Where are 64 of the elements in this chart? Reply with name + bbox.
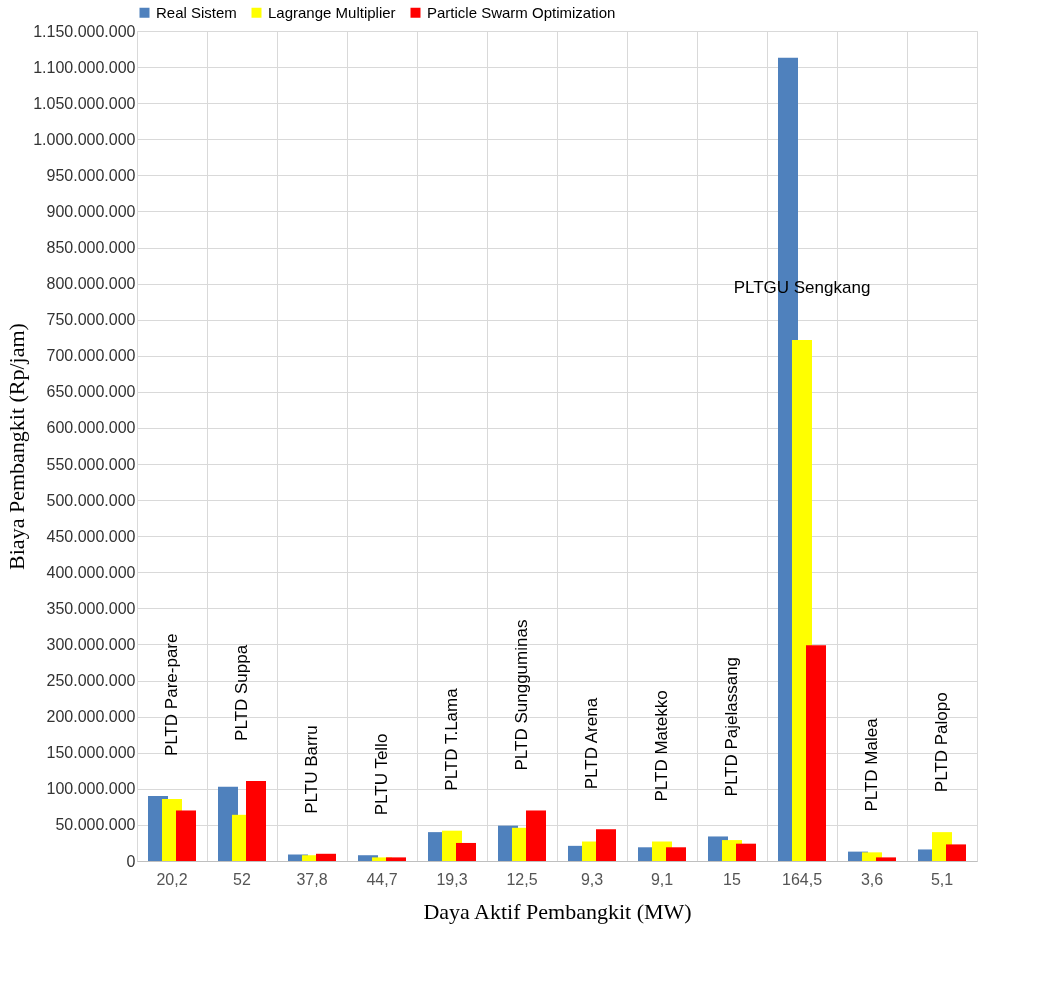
annotation: PLTD Matekko bbox=[652, 690, 671, 802]
annotation: PLTD Sungguminas bbox=[512, 619, 531, 771]
x-tick-label: 20,2 bbox=[156, 870, 188, 888]
x-tick-label: 9,3 bbox=[580, 870, 604, 888]
y-tick-label: 450.000.000 bbox=[46, 527, 136, 545]
y-tick-label: 400.000.000 bbox=[46, 563, 136, 581]
y-tick-label: 700.000.000 bbox=[46, 347, 136, 365]
bar bbox=[946, 844, 966, 861]
annotation: PLTD Malea bbox=[862, 717, 881, 812]
y-tick-label: 300.000.000 bbox=[46, 635, 136, 653]
y-tick-label: 600.000.000 bbox=[46, 419, 136, 437]
bar bbox=[596, 829, 616, 861]
y-tick-label: 50.000.000 bbox=[55, 816, 136, 834]
y-tick-label: 500.000.000 bbox=[46, 491, 136, 509]
bar bbox=[526, 810, 546, 861]
y-tick-label: 850.000.000 bbox=[46, 239, 136, 257]
annotation: PLTU Barru bbox=[302, 725, 321, 814]
y-tick-label: 950.000.000 bbox=[46, 166, 136, 184]
legend-label: Lagrange Multiplier bbox=[268, 3, 396, 21]
x-tick-label: 5,1 bbox=[930, 870, 954, 888]
bar bbox=[876, 857, 896, 861]
y-tick-label: 100.000.000 bbox=[46, 780, 136, 798]
x-tick-label: 44,7 bbox=[366, 870, 398, 888]
bar bbox=[176, 810, 196, 861]
x-tick-label: 3,6 bbox=[860, 870, 884, 888]
bar bbox=[736, 843, 756, 861]
y-tick-label: 900.000.000 bbox=[46, 202, 136, 220]
y-tick-label: 800.000.000 bbox=[46, 275, 136, 293]
y-tick-label: 250.000.000 bbox=[46, 672, 136, 690]
y-tick-label: 1.150.000.000 bbox=[33, 22, 136, 40]
annotation: PLTD T.Lama bbox=[442, 687, 461, 791]
legend-label: Particle Swarm Optimization bbox=[427, 3, 616, 21]
legend-label: Real Sistem bbox=[156, 3, 237, 21]
annotation: PLTD Pare-pare bbox=[162, 633, 181, 757]
annotation: PLTD Palopo bbox=[932, 692, 951, 793]
x-tick-label: 164,5 bbox=[781, 870, 823, 888]
y-tick-label: 200.000.000 bbox=[46, 708, 136, 726]
y-tick-label: 650.000.000 bbox=[46, 383, 136, 401]
y-tick-label: 750.000.000 bbox=[46, 311, 136, 329]
bar bbox=[456, 842, 476, 861]
y-tick-label: 1.050.000.000 bbox=[33, 94, 136, 112]
annotation: PLTD Suppa bbox=[232, 644, 251, 741]
y-tick-label: 550.000.000 bbox=[46, 455, 136, 473]
bar bbox=[666, 847, 686, 861]
x-axis-title: Daya Aktif Pembangkit (MW) bbox=[423, 898, 692, 924]
bar bbox=[316, 853, 336, 861]
x-tick-label: 19,3 bbox=[436, 870, 468, 888]
annotation: PLTD Arena bbox=[582, 697, 601, 790]
bar bbox=[386, 857, 406, 861]
bar bbox=[246, 780, 266, 861]
y-axis-title: Biaya Pembangkit (Rp/jam) bbox=[4, 323, 30, 570]
y-tick-label: 150.000.000 bbox=[46, 744, 136, 762]
y-tick-label: 1.000.000.000 bbox=[33, 130, 136, 148]
x-tick-label: 52 bbox=[233, 870, 251, 888]
annotation: PLTD Pajelassang bbox=[722, 656, 741, 797]
x-tick-label: 15 bbox=[723, 870, 741, 888]
y-tick-label: 0 bbox=[126, 852, 136, 870]
annotation: PLTU Tello bbox=[372, 733, 391, 816]
x-tick-label: 9,1 bbox=[650, 870, 674, 888]
x-tick-label: 12,5 bbox=[506, 870, 538, 888]
x-tick-label: 37,8 bbox=[296, 870, 328, 888]
bar bbox=[806, 645, 826, 861]
y-tick-label: 1.100.000.000 bbox=[33, 58, 136, 76]
y-tick-label: 350.000.000 bbox=[46, 599, 136, 617]
